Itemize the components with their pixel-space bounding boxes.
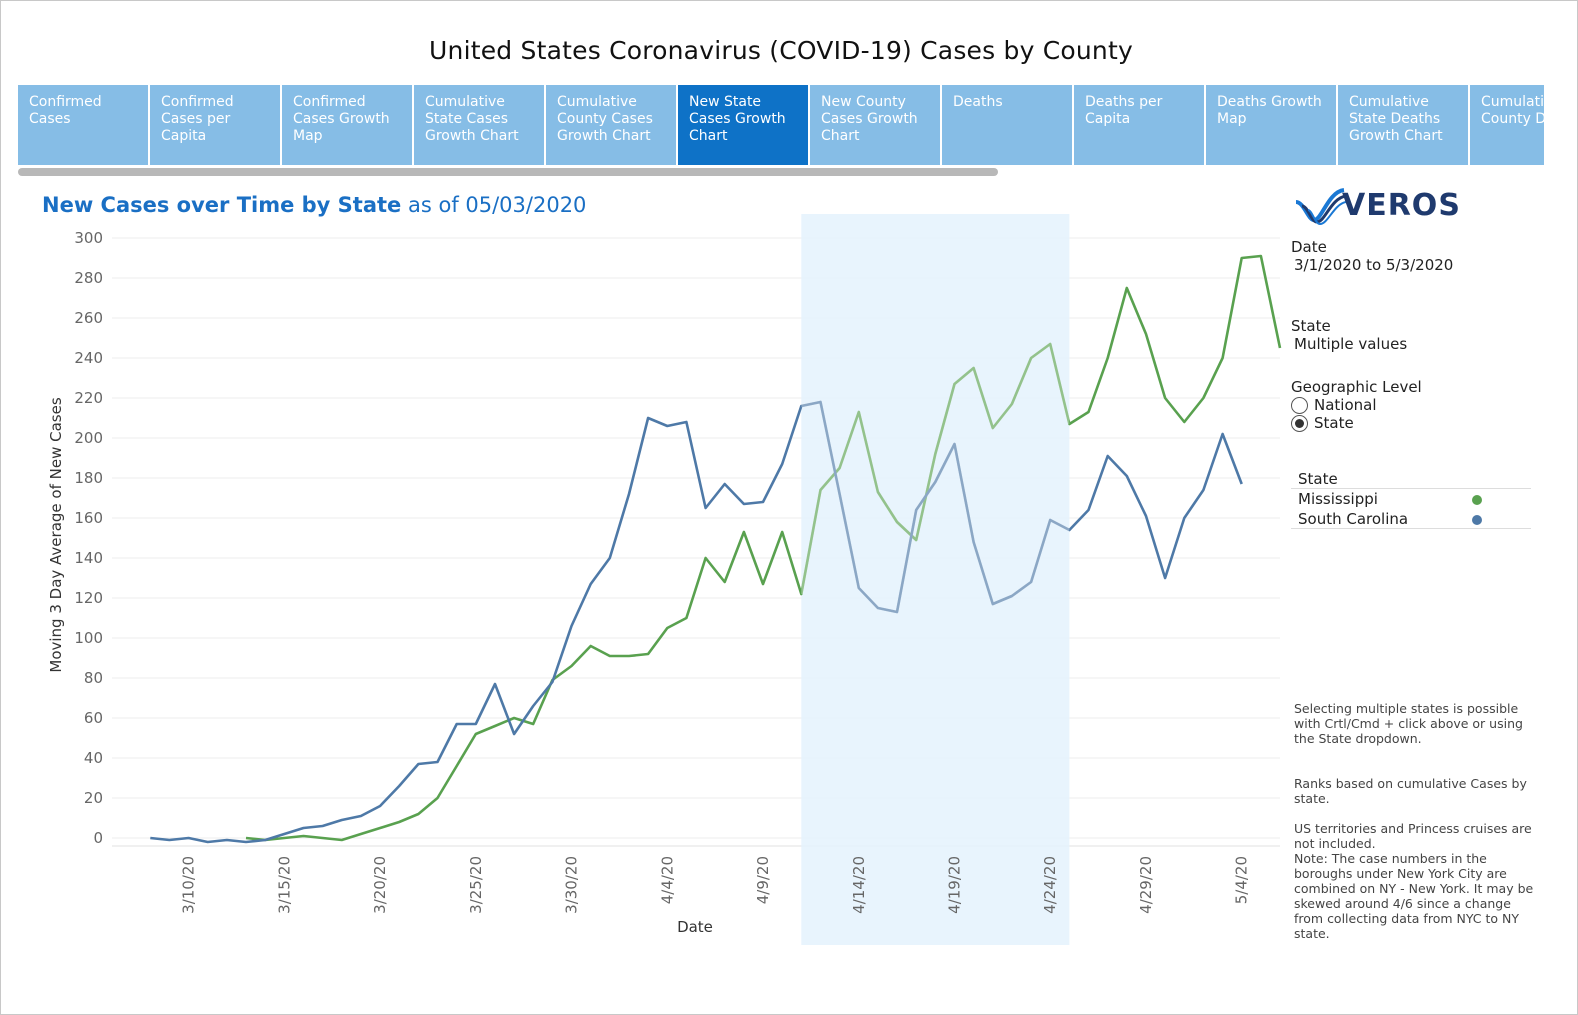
state-filter-label: State [1291,317,1331,335]
y-tick-label-280: 280 [74,269,103,287]
note-multi-select: Selecting multiple states is possible wi… [1294,701,1523,746]
series-line-faded-south-carolina [801,400,1070,614]
veros-logo-text: Veros [1342,188,1461,223]
chart-title-main: New Cases over Time by State [42,193,402,217]
x-tick-label-4-14-20: 4/14/20 [850,856,868,914]
note-nyc: Note: The case numbers in the boroughs u… [1294,851,1534,941]
series-line-mississippi[interactable] [245,254,1282,842]
geo-option-state-label: State [1314,414,1354,432]
y-tick-label-40: 40 [84,749,103,767]
x-tick-label-4-19-20: 4/19/20 [945,856,963,914]
chart-title-date: as of 05/03/2020 [407,193,587,217]
x-tick-label-4-24-20: 4/24/20 [1041,856,1059,914]
y-tick-label-220: 220 [74,389,103,407]
date-filter[interactable]: Date 3/1/2020 to 5/3/2020 [1291,238,1453,274]
series-line-faded-mississippi [801,342,1070,595]
dashboard-title: United States Coronavirus (COVID-19) Cas… [429,36,1133,65]
veros-wave-icon [1295,188,1346,226]
note-territories: US territories and Princess cruises are … [1294,821,1532,851]
legend-label-mississippi: Mississippi [1298,490,1378,508]
tab-cumulative-county-cases-growth-chart[interactable]: Cumulative County Cases Growth Chart [546,85,676,165]
geo-option-national-label: National [1314,396,1377,414]
legend-item-south-carolina[interactable]: South Carolina [1291,509,1531,529]
radio-national-icon[interactable] [1291,396,1308,414]
x-tick-label-3-10-20: 3/10/20 [180,856,198,914]
y-tick-label-300: 300 [74,229,103,247]
geographic-level-filter: Geographic Level National State [1291,378,1422,432]
radio-state-icon[interactable] [1291,414,1308,432]
x-axis-title: Date [677,918,713,936]
highlight-band[interactable] [801,214,1070,945]
state-legend: State Mississippi South Carolina [1291,470,1531,529]
y-tick-label-240: 240 [74,349,103,367]
y-tick-label-120: 120 [74,589,103,607]
legend-item-mississippi[interactable]: Mississippi [1291,489,1531,509]
legend-label-south-carolina: South Carolina [1298,510,1409,528]
tab-deaths-growth-map[interactable]: Deaths Growth Map [1206,85,1336,165]
tab-deaths-per-capita[interactable]: Deaths per Capita [1074,85,1204,165]
tab-new-state-cases-growth-chart[interactable]: New State Cases Growth Chart [678,85,808,165]
y-tick-label-0: 0 [93,829,103,847]
y-tick-label-60: 60 [84,709,103,727]
date-filter-label: Date [1291,238,1327,256]
chart-title: New Cases over Time by State as of 05/03… [42,193,586,217]
tab-scrollbar[interactable] [18,168,998,176]
geo-option-state[interactable]: State [1291,414,1422,432]
state-filter-value: Multiple values [1294,335,1408,353]
tab-deaths[interactable]: Deaths [942,85,1072,165]
y-tick-label-20: 20 [84,789,103,807]
legend-color-dot-south-carolina [1472,515,1482,525]
tab-confirmed-cases-growth-map[interactable]: Confirmed Cases Growth Map [282,85,412,165]
x-tick-label-4-9-20: 4/9/20 [754,856,772,904]
veros-logo: Veros [1294,186,1484,230]
x-tick-label-4-29-20: 4/29/20 [1137,856,1155,914]
y-tick-label-140: 140 [74,549,103,567]
tab-new-county-cases-growth-chart[interactable]: New County Cases Growth Chart [810,85,940,165]
legend-color-dot-mississippi [1472,495,1482,505]
y-tick-label-80: 80 [84,669,103,687]
x-tick-label-3-15-20: 3/15/20 [275,856,293,914]
x-tick-label-3-20-20: 3/20/20 [371,856,389,914]
tab-cumulative-county-de[interactable]: Cumulative County De... [1470,85,1544,165]
x-tick-label-3-25-20: 3/25/20 [467,856,485,914]
tab-confirmed-cases[interactable]: Confirmed Cases [18,85,148,165]
tab-confirmed-cases-per-capita[interactable]: Confirmed Cases per Capita [150,85,280,165]
tab-bar: Confirmed CasesConfirmed Cases per Capit… [18,85,1544,165]
tab-cumulative-state-cases-growth-chart[interactable]: Cumulative State Cases Growth Chart [414,85,544,165]
geographic-level-label: Geographic Level [1291,378,1422,396]
y-axis-title: Moving 3 Day Average of New Cases [47,397,65,672]
series-line-south-carolina[interactable] [150,400,1243,844]
y-tick-label-100: 100 [74,629,103,647]
note-ranks: Ranks based on cumulative Cases by state… [1294,776,1527,806]
y-tick-label-260: 260 [74,309,103,327]
state-filter[interactable]: State Multiple values [1291,317,1407,353]
legend-title: State [1291,470,1531,489]
tab-cumulative-state-deaths-growth-chart[interactable]: Cumulative State Deaths Growth Chart [1338,85,1468,165]
date-filter-value: 3/1/2020 to 5/3/2020 [1294,256,1454,274]
x-tick-label-4-4-20: 4/4/20 [658,856,676,904]
y-tick-label-200: 200 [74,429,103,447]
x-tick-label-3-30-20: 3/30/20 [563,856,581,914]
y-tick-label-180: 180 [74,469,103,487]
x-tick-label-5-4-20: 5/4/20 [1233,856,1251,904]
geo-option-national[interactable]: National [1291,396,1422,414]
y-tick-label-160: 160 [74,509,103,527]
